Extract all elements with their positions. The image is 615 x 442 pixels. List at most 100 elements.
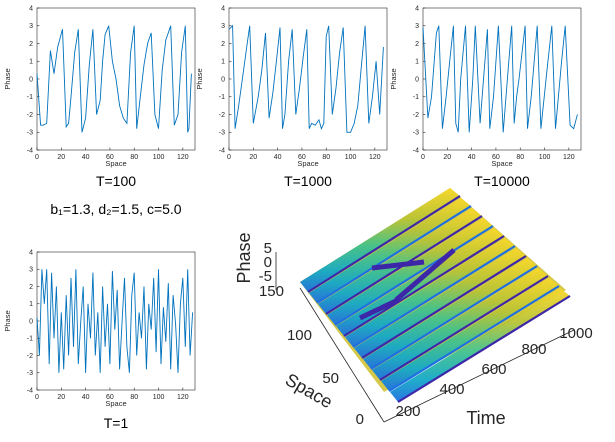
plot-p1000-ytick-label: 0 — [221, 76, 225, 83]
surface-xlabel: Time — [466, 408, 505, 428]
plot-p1000-xtick-label: 60 — [298, 154, 306, 161]
plot-t100-xlabel: Space — [105, 159, 126, 168]
plot-p1-ytick-label: -4 — [27, 387, 33, 394]
caption-t10000: T=10000 — [474, 173, 530, 189]
plot-p100-xtick-label: 20 — [57, 154, 65, 161]
plot-p1-ytick-label: 3 — [29, 267, 33, 274]
plot-p10000-ytick-label: -3 — [413, 130, 419, 137]
surface-band-edge — [388, 285, 560, 392]
plot-t10000-ylabel: Phase — [389, 68, 398, 89]
plot-p1-xtick-label: 80 — [130, 394, 138, 401]
plot-p1-ytick-label: 4 — [29, 249, 33, 256]
surface-band-edge — [352, 245, 516, 348]
surface-plot: Phase Space Time 05010015020040060080010… — [234, 188, 593, 428]
caption-t1000: T=1000 — [284, 173, 332, 189]
plot-p1000-xtick-label: 100 — [345, 154, 357, 161]
surface-phase-tick: 0 — [264, 254, 272, 271]
surface-phase-tick: -5 — [259, 268, 272, 285]
plot-p1-ytick-label: -2 — [27, 353, 33, 360]
plot-p100-ytick-label: 3 — [29, 23, 33, 30]
plot-p10000-xtick-label: 60 — [492, 154, 500, 161]
space-axis-line — [299, 287, 385, 423]
plot-p1000-xtick-label: 80 — [322, 154, 330, 161]
plot-p10000-ytick-label: 1 — [415, 59, 419, 66]
plot-p10000-ytick-label: -1 — [413, 94, 419, 101]
plot-p1000-ytick-label: -3 — [219, 130, 225, 137]
plot-p100-ytick-label: -4 — [27, 147, 33, 154]
plot-p1000-ytick-label: -4 — [219, 147, 225, 154]
surface-band-edge — [397, 295, 571, 403]
parameter-label: b₁=1.3, d₂=1.5, c=5.0 — [50, 201, 181, 217]
plot-p1000-ytick-label: 4 — [221, 5, 225, 12]
plot-p1-ytick-label: 1 — [29, 301, 33, 308]
plot-p10000-xtick-label: 120 — [563, 154, 575, 161]
surface-band — [345, 238, 515, 347]
plot-p100-xtick-label: 120 — [177, 154, 189, 161]
plot-p1000-xtick-label: 0 — [227, 154, 231, 161]
surface-band — [363, 258, 537, 369]
plot-p100-ytick-label: 4 — [29, 5, 33, 12]
plot-p100-xtick-label: 100 — [153, 154, 165, 161]
plot-p100-ytick-label: 2 — [29, 41, 33, 48]
plot-t1-ylabel: Phase — [3, 310, 12, 331]
plot-t1-xlabel: Space — [105, 399, 126, 408]
plot-p1-xtick-label: 100 — [153, 394, 165, 401]
plot-p1000-series-line — [228, 24, 384, 133]
plot-p100-ytick-label: 0 — [29, 76, 33, 83]
surface-band-edge — [370, 265, 538, 370]
plot-t100-ylabel: Phase — [3, 68, 12, 89]
caption-t100: T=100 — [96, 173, 136, 189]
plot-p1-ytick-label: 2 — [29, 284, 33, 291]
plot-p10000-xtick-label: 0 — [421, 154, 425, 161]
time-axis-line — [383, 329, 575, 423]
plot-p10000-xtick-label: 40 — [468, 154, 476, 161]
surface-band-edge — [307, 195, 461, 293]
surface-band-edge — [334, 225, 494, 326]
plot-p1-ytick-label: 0 — [29, 318, 33, 325]
surface-space-tick: 100 — [287, 327, 312, 344]
surface-time-tick: 200 — [395, 403, 420, 420]
surface-band — [354, 248, 526, 358]
surface-band — [318, 208, 482, 314]
plot-p100-ytick-label: -3 — [27, 130, 33, 137]
surface-phase-tick: 5 — [264, 240, 272, 257]
plot-p10000-ytick-label: 4 — [415, 5, 419, 12]
plot-p10000-xtick-label: 20 — [443, 154, 451, 161]
plot-t1000-ylabel: Phase — [195, 68, 204, 89]
plot-p10000-xtick-label: 80 — [516, 154, 524, 161]
plot-p10000-series-line — [422, 25, 578, 133]
surface-space-tick: 150 — [259, 283, 284, 300]
plot-p100-xtick-label: 0 — [35, 154, 39, 161]
surface-space-tick: 50 — [322, 370, 339, 387]
surface-time-tick: 1000 — [559, 325, 592, 342]
plot-t10000-xlabel: Space — [491, 159, 512, 168]
plot-p1000-xtick-label: 40 — [274, 154, 282, 161]
plot-p10000-ytick-label: 2 — [415, 41, 419, 48]
surface-time-tick: 600 — [481, 361, 506, 378]
plot-p1000-xtick-label: 20 — [249, 154, 257, 161]
plot-p1000-ytick-label: -1 — [219, 94, 225, 101]
caption-t1: T=1 — [104, 415, 129, 431]
plot-p100-ytick-label: -2 — [27, 112, 33, 119]
plot-p1000-ytick-label: -2 — [219, 112, 225, 119]
plot-p100-series-line — [36, 25, 192, 133]
plot-p100-ytick-label: -1 — [27, 94, 33, 101]
surface-space-tick: 0 — [356, 411, 364, 428]
plot-p1-xtick-label: 60 — [106, 394, 114, 401]
plot-p100-ytick-label: 1 — [29, 59, 33, 66]
surface-band-edge — [361, 255, 527, 359]
plot-p1-xtick-label: 20 — [57, 394, 65, 401]
surface-band — [390, 288, 570, 402]
plot-p100-xtick-label: 80 — [130, 154, 138, 161]
surface-band-edge — [316, 205, 472, 304]
plot-p1-ytick-label: -3 — [27, 370, 33, 377]
surface-streak — [371, 259, 425, 271]
plot-p10000-ytick-label: 3 — [415, 23, 419, 30]
surface-band-edge — [343, 235, 505, 337]
surface-band — [300, 188, 460, 292]
surface-band — [381, 278, 559, 391]
plot-p100-xtick-label: 60 — [106, 154, 114, 161]
